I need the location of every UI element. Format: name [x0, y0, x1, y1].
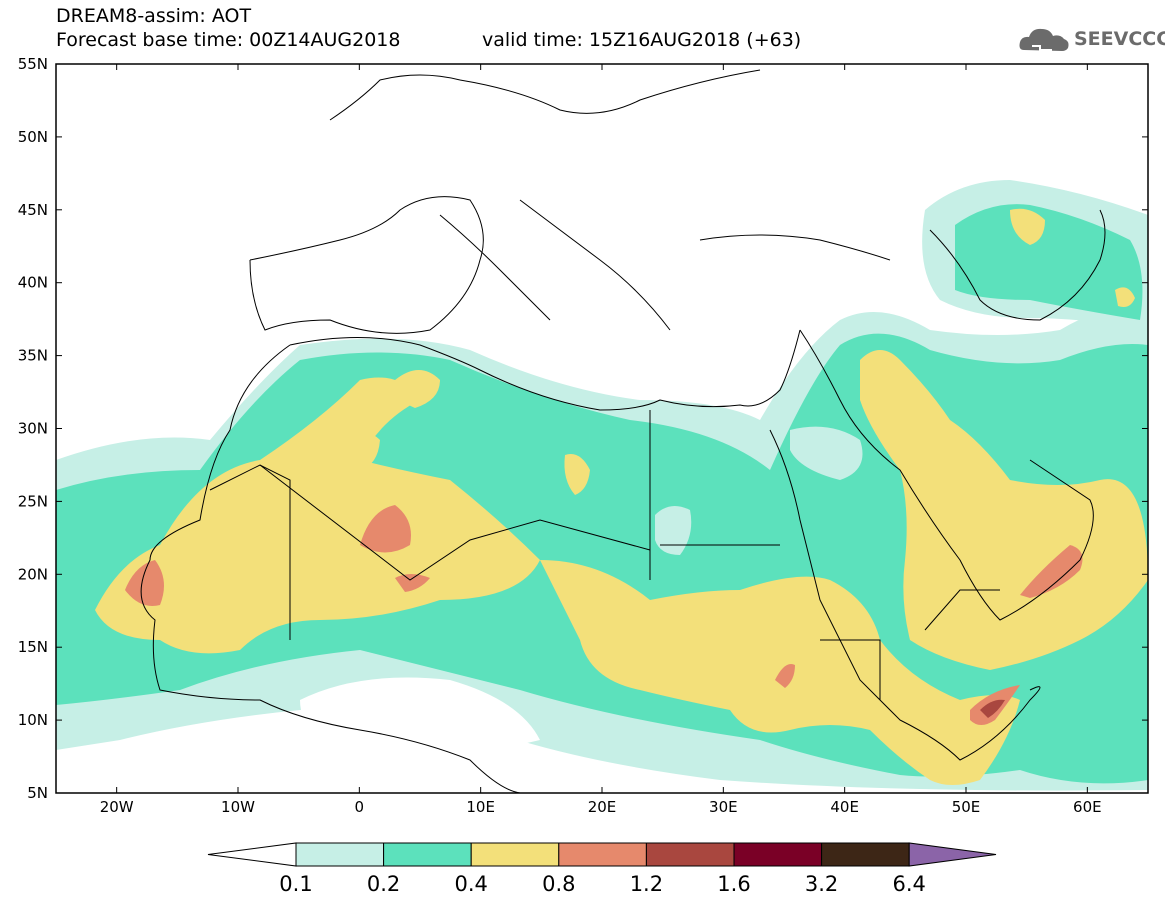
aot-band-1-2-somalia	[980, 699, 1005, 718]
lat-label: 20N	[18, 565, 48, 583]
title-block: DREAM8-assim: AOT Forecast base time: 00…	[56, 4, 401, 52]
aot-band-0-4-arabia	[860, 350, 1148, 670]
logo-text: SEEVCCC	[1074, 28, 1165, 50]
colorbar-label: 0.4	[454, 872, 488, 896]
colorbar-swatch	[821, 842, 910, 867]
seevccc-logo: SEEVCCC	[1018, 24, 1165, 56]
aot-band-0-8-sudan	[775, 664, 795, 688]
aot-band-0-8-mali	[395, 574, 430, 592]
colorbar-swatch	[645, 842, 735, 867]
aot-low-sahel	[300, 677, 540, 754]
coastline-layer	[140, 69, 1106, 794]
lat-label: 10N	[18, 711, 48, 729]
forecast-base-time: Forecast base time: 00Z14AUG2018	[56, 29, 401, 51]
aot-low-egypt	[790, 426, 863, 480]
colorbar-label: 3.2	[804, 872, 839, 896]
cloud-icon	[1019, 28, 1069, 51]
colorbar-label: 1.6	[717, 872, 751, 896]
product-title: DREAM8-assim: AOT	[56, 5, 252, 27]
aot-patch-tunisia	[345, 432, 380, 470]
aot-band-0-8-algeria	[360, 505, 411, 553]
colorbar-label: 0.2	[366, 872, 401, 896]
lon-label: 10E	[466, 798, 495, 816]
colorbar-swatch	[470, 842, 560, 867]
aot-patch-caspian	[1010, 208, 1045, 245]
aot-band-0-2-caspian	[955, 204, 1143, 320]
lat-label: 40N	[18, 274, 48, 292]
aot-patch-libya	[564, 454, 590, 495]
lat-label: 25N	[18, 492, 48, 510]
lon-label: 20E	[588, 798, 617, 816]
lon-label: 0	[355, 798, 365, 816]
colorbar-label: 0.1	[279, 872, 313, 896]
lat-label: 5N	[27, 784, 48, 802]
lon-label: 10W	[221, 798, 255, 816]
aot-patch-algeria	[395, 370, 440, 408]
lon-label: 40E	[830, 798, 859, 816]
colorbar-swatch	[383, 842, 472, 867]
lat-label: 50N	[18, 128, 48, 146]
aot-low-libya	[655, 506, 692, 555]
lat-axis: 55N 50N 45N 40N 35N 30N 25N 20N 15N 10N 5N	[18, 55, 1148, 802]
colorbar-swatch	[558, 842, 647, 867]
lat-label: 15N	[18, 638, 48, 656]
aot-band-0-8-mauritania	[125, 560, 164, 606]
valid-time: valid time: 15Z16AUG2018 (+63)	[482, 29, 802, 51]
lon-label: 50E	[952, 798, 981, 816]
lat-label: 35N	[18, 347, 48, 365]
lat-label: 45N	[18, 201, 48, 219]
colorbar-over-triangle	[908, 842, 997, 867]
colorbar-under-triangle	[207, 842, 297, 867]
lon-label: 20W	[100, 798, 134, 816]
aot-band-0-8-oman	[1020, 545, 1083, 598]
lon-label: 30E	[709, 798, 738, 816]
colorbar-label: 6.4	[892, 872, 926, 896]
colorbar-label: 1.2	[629, 872, 664, 896]
aot-fill-layer	[56, 180, 1148, 791]
lat-label: 30N	[18, 420, 48, 438]
lon-axis: 20W 10W 0 10E 20E 30E 40E 50E 60E	[100, 64, 1102, 816]
aot-patch-caspian-east	[1115, 287, 1135, 307]
colorbar-swatch	[295, 842, 385, 867]
colorbar-swatch	[733, 842, 823, 867]
lat-label: 55N	[18, 55, 48, 73]
colorbar-label: 0.8	[542, 872, 576, 896]
lon-label: 60E	[1073, 798, 1102, 816]
aot-band-0-4-west	[95, 377, 540, 654]
